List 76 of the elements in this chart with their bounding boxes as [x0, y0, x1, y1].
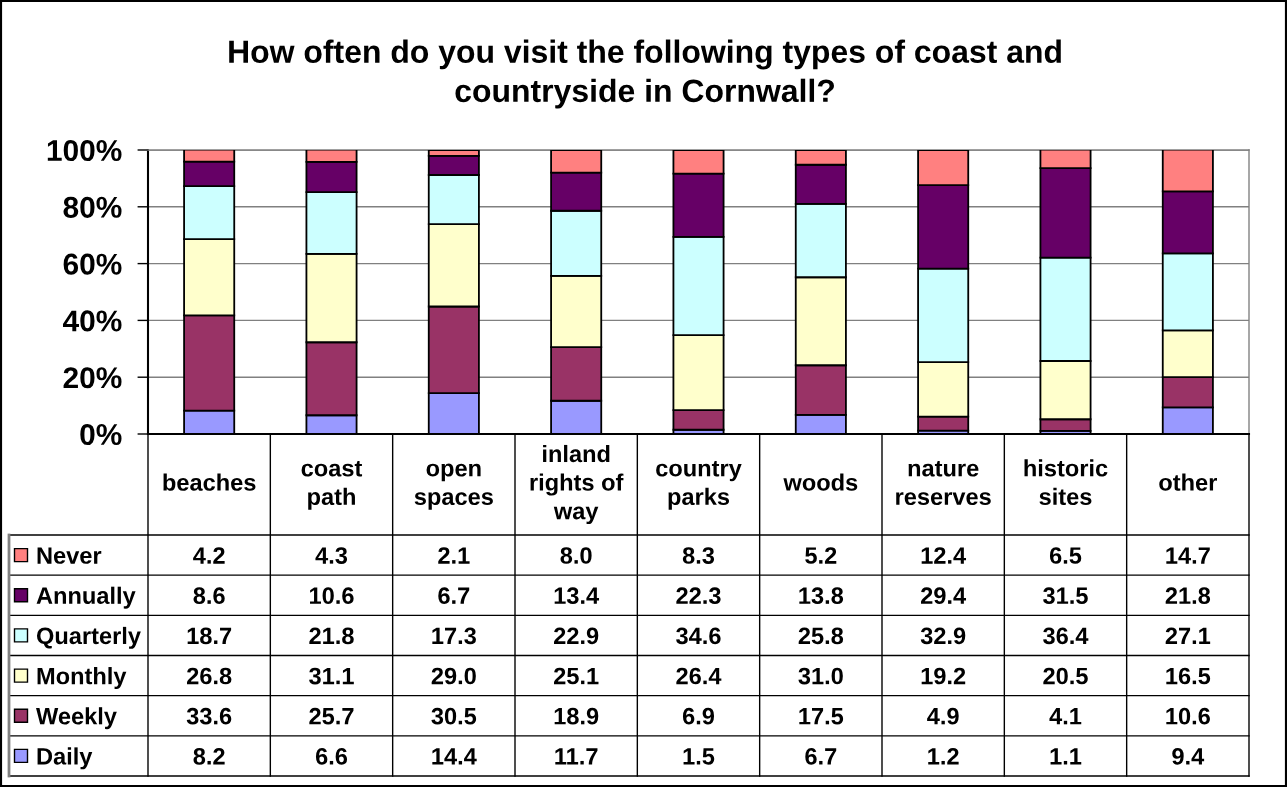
data-label: 6.5: [1049, 547, 1082, 564]
y-tick-label: 20%: [63, 367, 122, 389]
data-label: 6.7: [805, 747, 837, 765]
data-label: 4.3: [315, 547, 348, 564]
legend-label: Daily: [37, 747, 93, 770]
data-label: 4.9: [927, 707, 959, 725]
data-label: 6.9: [682, 707, 715, 725]
data-label: 36.4: [1043, 627, 1089, 645]
y-tick-label: 40%: [62, 310, 122, 332]
data-label: 6.7: [438, 587, 470, 605]
data-label: 8.2: [193, 747, 225, 765]
data-label: 31.5: [1043, 587, 1088, 605]
data-label: 17.3: [432, 627, 476, 645]
data-label: 16.5: [1166, 667, 1211, 685]
data-label: 4.1: [1049, 708, 1082, 725]
data-label: 21.8: [1165, 587, 1211, 605]
data-label: 10.6: [310, 587, 354, 605]
x-tick-label: coast path: [301, 460, 363, 510]
data-label: 13.4: [554, 587, 600, 605]
x-tick-label: nature reserves: [896, 460, 991, 506]
data-label: 27.1: [1165, 627, 1211, 644]
data-label: 10.6: [1166, 707, 1210, 725]
y-tick-label: 100%: [47, 139, 122, 162]
data-label: 32.9: [920, 627, 966, 645]
data-label: 31.1: [309, 667, 354, 685]
data-label: 9.4: [1172, 747, 1205, 765]
data-label: 14.4: [432, 748, 477, 765]
x-tick-label: historic sites: [1024, 459, 1108, 506]
data-label: 1.2: [928, 747, 959, 765]
data-label: 25.8: [798, 627, 844, 645]
data-label: 29.0: [431, 667, 476, 685]
data-label: 6.6: [315, 747, 348, 765]
data-label: 21.8: [309, 627, 354, 645]
data-label: 1.1: [1050, 748, 1082, 765]
data-label: 34.6: [676, 627, 721, 645]
x-tick-label: woods: [783, 473, 858, 491]
y-tick-label: 60%: [63, 253, 122, 275]
legend-label: Annually: [36, 586, 136, 609]
data-label: 5.2: [805, 547, 837, 564]
y-tick-label: 0%: [80, 423, 122, 446]
x-tick-label: open spaces: [414, 463, 493, 510]
data-label: 17.5: [799, 708, 844, 725]
data-label: 8.0: [560, 547, 592, 564]
data-label: 22.3: [676, 587, 721, 605]
data-label: 11.7: [555, 748, 598, 765]
x-tick-label: inland rights of way: [530, 444, 624, 525]
data-label: 20.5: [1043, 667, 1088, 685]
data-label: 26.4: [676, 667, 722, 685]
x-tick-label: country parks: [656, 460, 742, 510]
data-label: 8.3: [682, 547, 715, 564]
data-label: 30.5: [431, 707, 477, 725]
data-label: 31.0: [798, 667, 843, 685]
data-label: 2.1: [438, 547, 470, 564]
data-label: 13.8: [799, 587, 844, 605]
data-label: 8.6: [193, 587, 225, 605]
data-label: 33.6: [186, 707, 232, 725]
y-tick-label: 80%: [63, 196, 122, 218]
data-label: 25.7: [309, 707, 354, 725]
chart-title: How often do you visit the following types of coast and countryside in Cornwall?: [229, 39, 1061, 109]
x-tick-label: beaches: [163, 473, 256, 491]
data-label: 1.5: [683, 748, 715, 765]
x-tick-label: other: [1159, 473, 1217, 491]
data-label: 29.4: [921, 587, 967, 605]
legend-label: Quarterly: [36, 626, 141, 649]
data-label: 25.1: [554, 667, 599, 685]
data-label: 4.2: [193, 547, 225, 564]
data-label: 22.9: [554, 627, 599, 645]
data-label: 19.2: [921, 667, 966, 685]
data-label: 14.7: [1166, 547, 1210, 564]
data-label: 26.8: [187, 667, 232, 685]
legend-label: Monthly: [37, 667, 127, 690]
data-label: 18.7: [187, 627, 232, 645]
legend-label: Weekly: [36, 707, 117, 730]
data-label: 18.9: [554, 707, 599, 725]
legend-label: Never: [37, 547, 102, 564]
data-label: 12.4: [921, 547, 967, 564]
